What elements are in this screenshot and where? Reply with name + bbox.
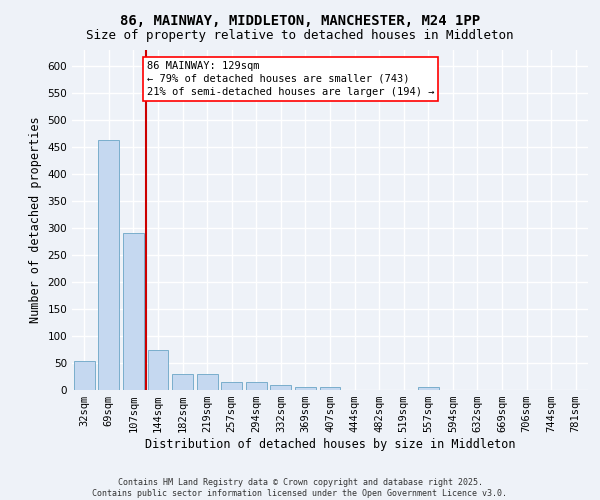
Bar: [246, 382, 267, 390]
Bar: [172, 374, 193, 390]
Bar: [295, 388, 316, 390]
Bar: [123, 234, 144, 390]
Bar: [74, 362, 95, 390]
Text: Size of property relative to detached houses in Middleton: Size of property relative to detached ho…: [86, 29, 514, 42]
Bar: [197, 374, 218, 390]
Bar: [271, 384, 292, 390]
Bar: [320, 388, 340, 390]
Text: 86, MAINWAY, MIDDLETON, MANCHESTER, M24 1PP: 86, MAINWAY, MIDDLETON, MANCHESTER, M24 …: [120, 14, 480, 28]
Bar: [98, 140, 119, 390]
Y-axis label: Number of detached properties: Number of detached properties: [29, 116, 42, 324]
X-axis label: Distribution of detached houses by size in Middleton: Distribution of detached houses by size …: [145, 438, 515, 451]
Bar: [221, 382, 242, 390]
Bar: [418, 388, 439, 390]
Text: 86 MAINWAY: 129sqm
← 79% of detached houses are smaller (743)
21% of semi-detach: 86 MAINWAY: 129sqm ← 79% of detached hou…: [147, 61, 434, 97]
Text: Contains HM Land Registry data © Crown copyright and database right 2025.
Contai: Contains HM Land Registry data © Crown c…: [92, 478, 508, 498]
Bar: [148, 350, 169, 390]
